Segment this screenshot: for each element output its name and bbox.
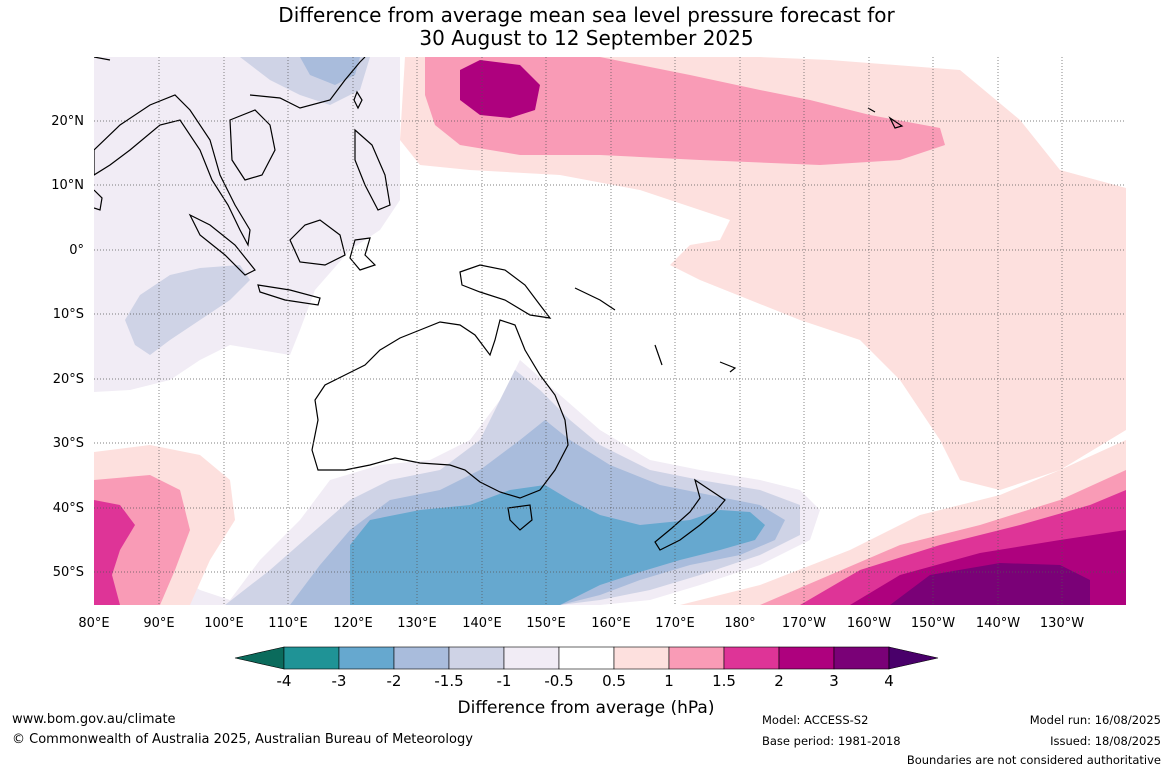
colorbar-swatches [234,646,939,670]
colorbar-tick: -2 [387,672,402,690]
lon-label: 170°W [782,616,826,631]
lon-label: 130°E [397,616,437,631]
coastline-sulawesi [349,237,377,271]
coastline-sumatra [188,213,256,276]
lat-label: 20°S [53,372,84,387]
colorbar-swatch [283,646,340,670]
coastline-sri-lanka [94,189,103,211]
lat-label: 30°S [53,436,84,451]
colorbar-extend-high [888,646,939,670]
colorbar-ticks: -4 -3 -2 -1.5 -1 -0.5 0.5 1 1.5 2 3 4 [277,672,894,690]
footer-copyright: © Commonwealth of Australia 2025, Austra… [12,732,473,747]
anomaly-region-pos-1-5-sw [94,500,135,605]
lon-label: 180° [724,616,755,631]
coastline-tasmania [507,504,533,531]
longitude-labels: 80°E 90°E 100°E 110°E 120°E 130°E 140°E … [78,616,1084,631]
colorbar-extend-low [234,646,285,670]
colorbar-tick: -1 [497,672,512,690]
lon-label: 160°W [847,616,891,631]
colorbar-tick: 1.5 [712,672,736,690]
footer-url[interactable]: www.bom.gov.au/climate [12,712,176,727]
colorbar-swatch [338,646,395,670]
footer-base-period: Base period: 1981-2018 [762,734,901,748]
title-line-2: 30 August to 12 September 2025 [419,26,754,50]
coastline-philippines [354,128,391,211]
lat-label: 50°S [53,565,84,580]
lon-label: 130°W [1040,616,1084,631]
graticule [94,57,1126,605]
coastline-asia-mainland [94,94,251,247]
colorbar-tick: -0.5 [544,672,573,690]
coastline-china [94,57,366,109]
coastline-java [257,284,321,306]
colorbar: -4 -3 -2 -1.5 -1 -0.5 0.5 1 1.5 2 3 4 Di… [234,646,939,718]
anomaly-fields [94,57,1126,605]
colorbar-tick: -1.5 [434,672,463,690]
anomaly-region-pos-0-5-north [400,57,1126,490]
footer-issued: Issued: 18/08/2025 [1050,734,1161,748]
coastline-taiwan [353,90,363,110]
coastline-australia [311,319,569,499]
lon-label: 160°E [591,616,631,631]
colorbar-swatch [833,646,890,670]
lon-label: 140°W [976,616,1020,631]
lon-label: 140°E [462,616,502,631]
colorbar-tick: 0.5 [602,672,626,690]
coastline-indochina [229,109,276,181]
colorbar-tick: 1 [664,672,674,690]
coastline-new-guinea [459,264,552,319]
footer-disclaimer: Boundaries are not considered authoritat… [906,753,1161,767]
colorbar-title: Difference from average (hPa) [458,698,715,718]
anomaly-region-neg-1-west [125,265,250,355]
latitude-labels: 20°N 10°N 0° 10°S 20°S 30°S 40°S 50°S [51,114,84,580]
colorbar-swatch [723,646,780,670]
colorbar-swatch [393,646,450,670]
lat-label: 20°N [51,114,84,129]
map-title: Difference from average mean sea level p… [0,4,1173,50]
anomaly-region-pos-2-north [460,60,540,118]
colorbar-tick: -3 [332,672,347,690]
coastline-solomon-islands [574,287,616,311]
colorbar-swatch [448,646,505,670]
title-line-1: Difference from average mean sea level p… [278,3,895,27]
coastline-borneo [289,219,346,266]
lat-label: 10°S [53,307,84,322]
coastline-vanuatu-fiji [654,344,737,373]
anomaly-region-neg-2 [350,485,765,605]
colorbar-tick: 4 [884,672,894,690]
coastlines [94,57,904,551]
lon-label: 150°E [526,616,566,631]
anomaly-region-pos-3-se [890,563,1090,605]
colorbar-swatch [613,646,670,670]
anomaly-region-pos-1-north [425,57,945,165]
footer-model: Model: ACCESS-S2 [762,713,869,727]
lon-label: 80°E [78,616,109,631]
colorbar-swatch [503,646,560,670]
lat-label: 0° [69,243,84,258]
footer-model-run: Model run: 16/08/2025 [1029,713,1161,727]
lon-label: 100°E [204,616,244,631]
colorbar-swatch [558,646,615,670]
lat-label: 40°S [53,501,84,516]
lon-label: 90°E [143,616,174,631]
anomaly-region-neg-1-5-north [300,57,360,85]
lat-label: 10°N [51,178,84,193]
lon-label: 150°W [911,616,955,631]
lon-label: 170°E [655,616,695,631]
colorbar-tick: 3 [829,672,839,690]
coastline-new-zealand [654,478,726,551]
colorbar-swatch [778,646,835,670]
colorbar-swatch [668,646,725,670]
colorbar-tick: -4 [277,672,292,690]
colorbar-tick: 2 [774,672,784,690]
lon-label: 120°E [333,616,373,631]
lon-label: 110°E [268,616,308,631]
